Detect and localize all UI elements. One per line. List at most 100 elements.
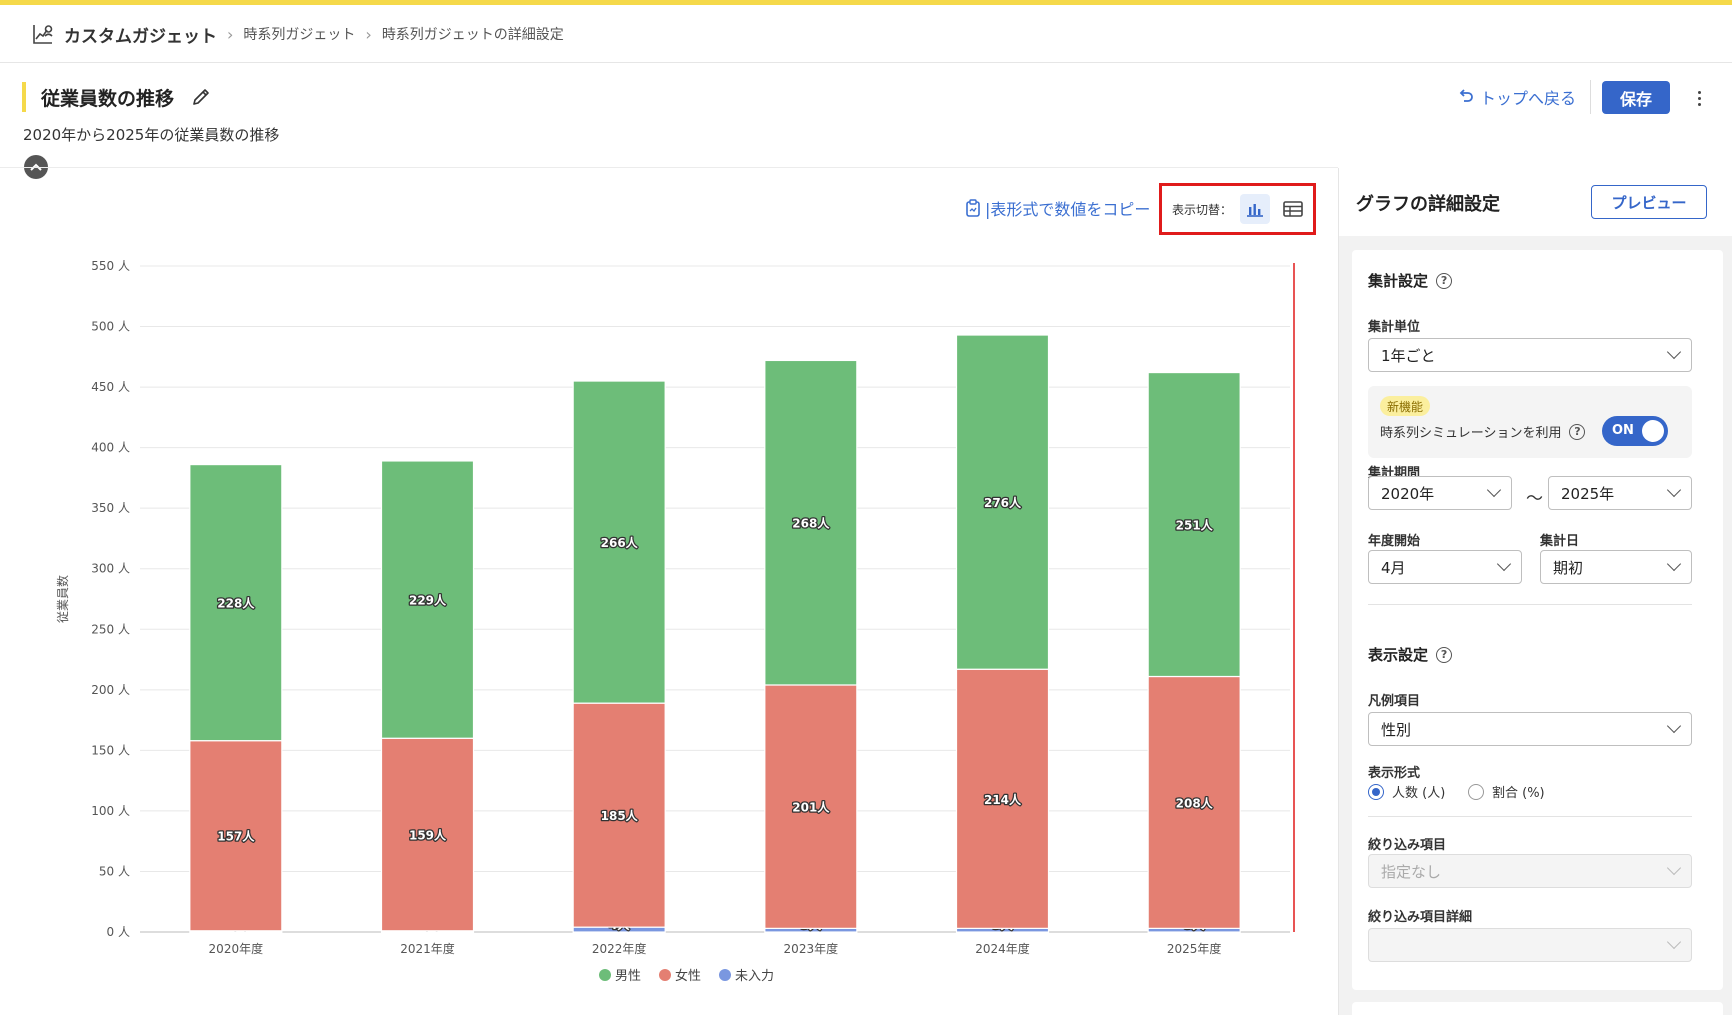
- data-label: 201人: [792, 800, 830, 815]
- agg-day-value: 期初: [1553, 558, 1584, 577]
- custom-gadget-icon: [33, 25, 53, 44]
- simulation-toggle-state: ON: [1612, 423, 1634, 438]
- x-tick-label: 2021年度: [400, 941, 455, 956]
- filter-select[interactable]: 指定なし: [1368, 854, 1692, 888]
- filter-select-placeholder: 指定なし: [1381, 862, 1442, 881]
- x-tick-label: 2023年度: [784, 941, 839, 956]
- simulation-toggle[interactable]: ON: [1602, 416, 1668, 446]
- display-title-text: 表示設定: [1368, 646, 1429, 664]
- view-toggle: 表示切替：: [1159, 183, 1316, 235]
- filter-label: 絞り込み項目: [1368, 838, 1447, 853]
- aggregation-title-text: 集計設定: [1368, 272, 1429, 290]
- breadcrumb-item-detail: 時系列ガジェットの詳細設定: [381, 27, 564, 43]
- format-count-radio[interactable]: 人数 (人): [1368, 782, 1445, 801]
- undo-arrow-icon: [1459, 89, 1473, 102]
- y-tick-label: 200 人: [91, 683, 130, 697]
- filter-detail-select[interactable]: [1368, 928, 1692, 962]
- chevron-down-icon: [1666, 860, 1682, 876]
- help-icon[interactable]: ?: [1436, 646, 1453, 663]
- data-label: 214人: [984, 792, 1022, 807]
- y-tick-label: 100 人: [91, 804, 130, 818]
- copy-as-table-link[interactable]: |表形式で数値をコピー: [965, 196, 1150, 220]
- period-to-value: 2025年: [1561, 484, 1615, 503]
- y-tick-label: 500 人: [91, 320, 130, 334]
- agg-day-label: 集計日: [1540, 534, 1580, 549]
- simulation-box: 新機能 時系列シミュレーションを利用 ? ON: [1368, 386, 1692, 458]
- legend-item-value: 性別: [1381, 720, 1412, 739]
- breadcrumb-item-timeseries[interactable]: 時系列ガジェット: [243, 27, 356, 43]
- y-tick-label: 400 人: [91, 441, 130, 455]
- legend-label: 女性: [675, 968, 701, 984]
- bar-segment: [1147, 675, 1241, 929]
- save-button[interactable]: 保存: [1602, 81, 1670, 114]
- data-label: 251人: [1176, 518, 1214, 533]
- legend-label: 男性: [615, 969, 641, 984]
- data-label: 229人: [409, 593, 447, 608]
- simulation-label-text: 時系列シミュレーションを利用: [1380, 426, 1562, 441]
- data-label: 159人: [409, 828, 447, 843]
- toggle-knob: [1642, 420, 1664, 442]
- table-view-button[interactable]: [1278, 194, 1308, 224]
- period-from-value: 2020年: [1381, 484, 1435, 503]
- help-icon[interactable]: ?: [1569, 423, 1586, 440]
- legend-label: 未入力: [735, 969, 774, 984]
- page-title-text: 従業員数の推移: [41, 87, 175, 110]
- unit-select[interactable]: 1年ごと: [1368, 338, 1692, 372]
- fy-start-select[interactable]: 4月: [1368, 550, 1522, 584]
- settings-panel-title: グラフの詳細設定: [1356, 194, 1500, 215]
- chevron-down-icon: [1666, 482, 1682, 498]
- help-icon[interactable]: ?: [1436, 272, 1453, 289]
- bar-segment: [189, 463, 283, 742]
- legend-item-select[interactable]: 性別: [1368, 712, 1692, 746]
- aggregation-section-title: 集計設定 ?: [1368, 270, 1453, 291]
- bar-segment: [380, 737, 475, 932]
- data-label: 266人: [601, 535, 639, 550]
- bar-segment: [572, 702, 666, 928]
- period-from-select[interactable]: 2020年: [1368, 476, 1512, 510]
- bar-segment: [380, 460, 475, 739]
- chart-view-button[interactable]: [1240, 194, 1271, 224]
- y-tick-label: 0 人: [107, 925, 130, 939]
- view-toggle-label: 表示切替：: [1172, 202, 1233, 217]
- radio-dot: [1468, 783, 1484, 800]
- simulation-label: 時系列シミュレーションを利用 ?: [1380, 422, 1586, 441]
- y-tick-label: 250 人: [91, 622, 130, 636]
- bar-segment: [572, 380, 666, 704]
- y-tick-label: 450 人: [91, 380, 130, 394]
- y-tick-label: 300 人: [91, 562, 130, 576]
- data-label: 208人: [1176, 795, 1214, 810]
- chevron-down-icon: [1486, 482, 1502, 498]
- copy-as-table-label: |表形式で数値をコピー: [985, 200, 1151, 219]
- new-feature-badge: 新機能: [1380, 396, 1431, 416]
- x-tick-label: 2025年度: [1167, 941, 1222, 956]
- preview-button[interactable]: プレビュー: [1591, 185, 1707, 219]
- more-menu-icon[interactable]: [1692, 84, 1706, 112]
- back-to-top-link[interactable]: トップへ戻る: [1458, 85, 1576, 109]
- content-divider: [0, 167, 1338, 168]
- unit-select-value: 1年ごと: [1381, 346, 1436, 365]
- format-count-label: 人数 (人): [1392, 786, 1446, 801]
- data-label: 157人: [217, 829, 255, 844]
- bar-segment: [764, 684, 858, 929]
- data-label: 228人: [217, 596, 255, 611]
- breadcrumb-root[interactable]: カスタムガジェット: [64, 26, 217, 47]
- table-icon: [1283, 201, 1303, 217]
- chevron-down-icon: [1666, 344, 1682, 360]
- format-ratio-label: 割合 (%): [1492, 786, 1545, 801]
- y-tick-label: 50 人: [99, 864, 130, 878]
- bar-segment: [764, 359, 858, 686]
- settings-card: 集計設定 ? 集計単位 1年ごと 新機能 時系列シミュレーションを利用 ? ON…: [1352, 250, 1723, 990]
- pencil-icon[interactable]: [190, 86, 212, 108]
- format-ratio-radio[interactable]: 割合 (%): [1468, 782, 1545, 801]
- agg-day-select[interactable]: 期初: [1540, 550, 1692, 584]
- chevron-down-icon: [1666, 718, 1682, 734]
- filter-detail-label: 絞り込み項目詳細: [1368, 910, 1473, 925]
- period-to-select[interactable]: 2025年: [1548, 476, 1692, 510]
- y-tick-label: 550 人: [91, 259, 130, 273]
- bar-segment: [1147, 371, 1241, 678]
- bar-segment: [955, 334, 1050, 670]
- section-divider: [1368, 816, 1692, 817]
- chevron-right-icon: ›: [365, 24, 372, 44]
- period-tilde: 〜: [1526, 489, 1543, 509]
- legend-swatch: [659, 969, 671, 981]
